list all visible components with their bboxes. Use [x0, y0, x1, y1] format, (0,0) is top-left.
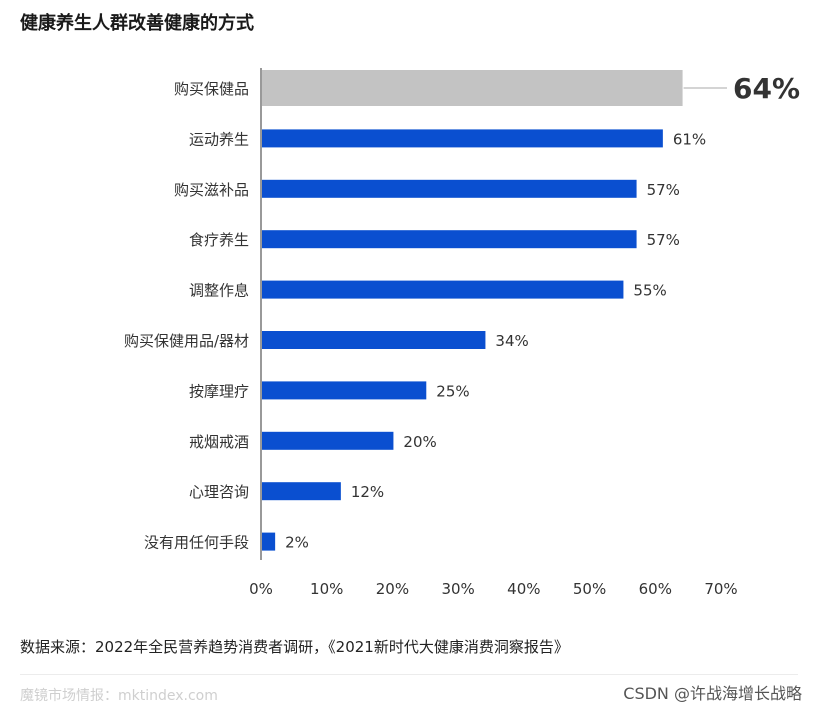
category-label: 购买保健品 — [174, 80, 249, 98]
bar-chart: 购买保健品 64% 运动养生 61% 购买滋补品 57% 食疗养生 57% 调整作息 55% 购买保… — [124, 68, 800, 598]
category-label: 戒烟戒酒 — [189, 433, 249, 451]
value-label: 20% — [403, 433, 436, 451]
x-tick-label: 40% — [507, 580, 540, 598]
chart-title: 健康养生人群改善健康的方式 — [20, 13, 254, 34]
value-label: 25% — [436, 382, 469, 400]
bar — [262, 482, 341, 501]
bar — [262, 431, 394, 450]
value-label-highlighted: 64% — [733, 72, 800, 105]
value-label: 34% — [495, 332, 528, 350]
x-tick-label: 60% — [639, 580, 672, 598]
value-label: 55% — [633, 282, 666, 300]
category-label: 按摩理疗 — [189, 382, 249, 400]
bar-highlighted — [262, 70, 683, 106]
category-label: 购买滋补品 — [174, 181, 249, 199]
value-label: 57% — [647, 181, 680, 199]
value-label: 57% — [647, 231, 680, 249]
csdn-credit: CSDN @许战海增长战略 — [623, 684, 802, 703]
bar — [262, 179, 637, 198]
x-tick-label: 10% — [310, 580, 343, 598]
category-label: 心理咨询 — [189, 483, 249, 501]
source-note: 数据来源：2022年全民营养趋势消费者调研，《2021新时代大健康消费洞察报告》 — [20, 638, 569, 656]
footer-divider — [20, 674, 798, 675]
value-label: 12% — [351, 483, 384, 501]
category-label: 购买保健用品/器材 — [124, 332, 249, 350]
value-label: 2% — [285, 534, 309, 552]
x-tick-label: 20% — [376, 580, 409, 598]
bar — [262, 532, 276, 551]
category-label: 没有用任何手段 — [144, 534, 249, 552]
bar — [262, 129, 663, 148]
bar — [262, 230, 637, 249]
value-label: 61% — [673, 130, 706, 148]
category-label: 运动养生 — [189, 130, 249, 148]
bar — [262, 280, 624, 299]
bar — [262, 331, 486, 349]
category-label: 调整作息 — [189, 282, 249, 300]
bar — [262, 381, 427, 400]
x-tick-label: 0% — [249, 580, 273, 598]
watermark-text: 魔镜市场情报：mktindex.com — [20, 688, 218, 704]
x-tick-label: 70% — [704, 580, 737, 598]
category-label: 食疗养生 — [189, 231, 249, 249]
x-tick-label: 50% — [573, 580, 606, 598]
x-tick-label: 30% — [441, 580, 474, 598]
